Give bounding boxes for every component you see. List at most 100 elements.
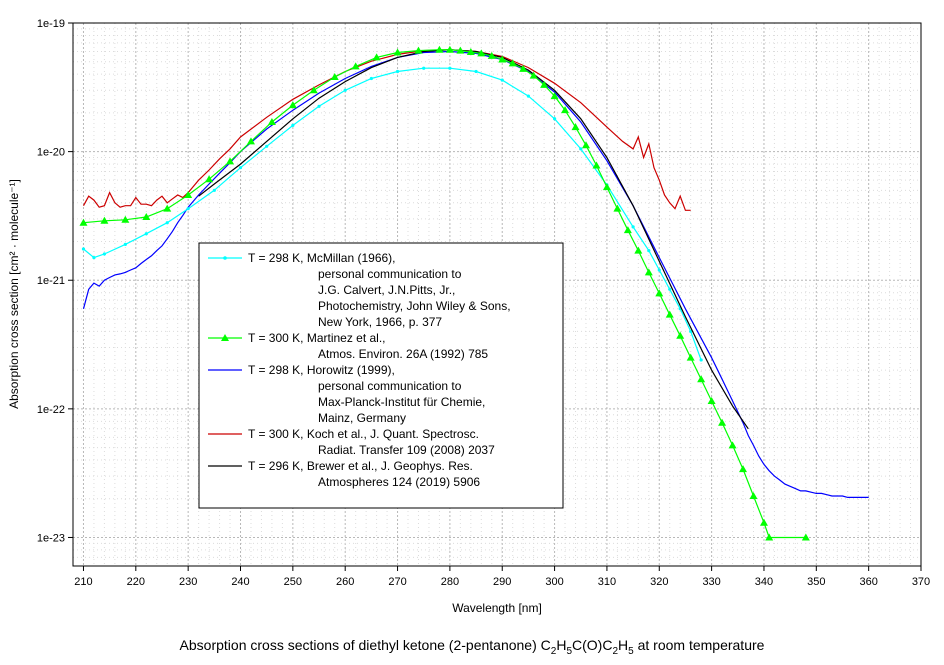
data-point: [317, 104, 321, 108]
series-line: [82, 49, 691, 211]
legend-entry-text: T = 300 K, Martinez et al.,: [248, 331, 386, 345]
data-point: [579, 147, 583, 151]
data-point: [165, 221, 169, 225]
data-point: [500, 78, 504, 82]
x-tick-label: 270: [388, 576, 406, 588]
data-point: [602, 183, 611, 191]
x-tick-label: 290: [493, 576, 511, 588]
data-point: [668, 287, 672, 291]
data-point: [372, 53, 381, 61]
x-axis-label: Wavelength [nm]: [452, 601, 542, 615]
data-point: [765, 533, 774, 541]
data-point: [393, 48, 402, 56]
legend-entry-text: T = 298 K, McMillan (1966),: [248, 251, 396, 265]
y-axis-label: Absorption cross section [cm² · molecule…: [7, 179, 21, 409]
data-point: [309, 86, 318, 94]
data-point: [676, 331, 685, 339]
data-point: [330, 73, 339, 81]
legend-entry-text: Atmospheres 124 (2019) 5906: [318, 475, 480, 489]
legend-entry-text: Radiat. Transfer 109 (2008) 2037: [318, 443, 495, 457]
x-tick-label: 320: [650, 576, 668, 588]
data-point: [102, 252, 107, 256]
x-tick-label: 280: [441, 576, 459, 588]
data-point: [550, 92, 559, 100]
y-tick-label: 1e-23: [37, 532, 65, 544]
legend: T = 298 K, McMillan (1966), personal comm…: [198, 242, 564, 509]
x-tick-label: 340: [755, 576, 773, 588]
data-point: [689, 329, 693, 334]
legend-entry-text: New York, 1966, p. 377: [318, 315, 442, 329]
data-point: [92, 255, 96, 260]
y-tick-label: 1e-20: [37, 147, 65, 159]
data-point: [422, 66, 426, 70]
data-point: [801, 533, 810, 541]
data-point: [267, 117, 276, 125]
legend-entry-text: T = 296 K, Brewer et al., J. Geophys. Re…: [248, 459, 473, 473]
data-point: [142, 213, 151, 221]
y-axis: 1e-23 1e-22 1e-21 1e-20 1e-19: [37, 18, 73, 544]
x-tick-label: 250: [284, 576, 302, 588]
data-point: [477, 49, 486, 57]
legend-entry-text: T = 300 K, Koch et al., J. Quant. Spectr…: [248, 427, 479, 441]
data-point: [184, 190, 193, 198]
data-point: [613, 204, 622, 212]
y-tick-label: 1e-19: [37, 18, 65, 30]
data-point: [707, 397, 716, 405]
x-tick-label: 210: [74, 576, 92, 588]
data-point: [749, 492, 758, 500]
data-point: [343, 88, 347, 92]
legend-entry-text: Atmos. Environ. 26A (1992) 785: [318, 347, 488, 361]
data-point: [288, 101, 297, 109]
data-point: [435, 45, 444, 53]
data-point: [697, 375, 706, 383]
data-point: [571, 123, 580, 131]
data-point: [634, 246, 643, 254]
data-point: [212, 188, 216, 192]
data-point: [631, 225, 635, 229]
legend-swatch-marker: [223, 256, 227, 260]
data-point: [351, 62, 360, 70]
x-tick-label: 330: [702, 576, 720, 588]
data-point: [647, 248, 651, 253]
data-point: [205, 175, 214, 183]
data-point: [414, 46, 423, 54]
data-point: [699, 358, 703, 362]
plot-frame: [72, 22, 922, 567]
data-point: [369, 76, 373, 81]
x-tick-label: 240: [231, 576, 249, 588]
legend-swatch-marker: [221, 334, 229, 341]
data-point: [728, 441, 737, 449]
series-line: [198, 49, 749, 430]
data-point: [592, 161, 601, 169]
data-point: [238, 166, 243, 170]
data-point: [498, 55, 507, 63]
y-tick-label: 1e-21: [37, 275, 65, 287]
chart-caption: Absorption cross sections of diethyl ket…: [179, 637, 765, 657]
legend-entry-text: Photochemistry, John Wiley & Sons,: [318, 299, 511, 313]
x-tick-label: 220: [127, 576, 145, 588]
data-point: [508, 59, 517, 67]
x-axis: 210 220 230 240 250 260 270 280 290 300 310 320 330 3…: [74, 566, 930, 588]
data-point: [466, 48, 475, 56]
legend-entry-text: personal communication to: [318, 379, 462, 393]
data-point: [487, 51, 496, 59]
data-point: [123, 242, 127, 246]
data-point: [226, 157, 235, 165]
data-point: [246, 137, 255, 145]
data-point: [448, 66, 452, 70]
legend-entry-text: personal communication to: [318, 267, 462, 281]
data-point: [655, 289, 664, 297]
data-point: [395, 69, 400, 74]
data-point: [81, 247, 86, 251]
data-point: [526, 94, 531, 98]
data-point: [186, 207, 190, 211]
data-point: [644, 268, 653, 276]
data-point: [561, 106, 570, 114]
data-point: [456, 46, 465, 54]
data-point: [686, 353, 695, 361]
data-point: [445, 45, 454, 53]
x-tick-label: 230: [179, 576, 197, 588]
series-line: [83, 67, 702, 361]
legend-entry-text: Max-Planck-Institut für Chemie,: [318, 395, 485, 409]
x-tick-label: 370: [912, 576, 930, 588]
